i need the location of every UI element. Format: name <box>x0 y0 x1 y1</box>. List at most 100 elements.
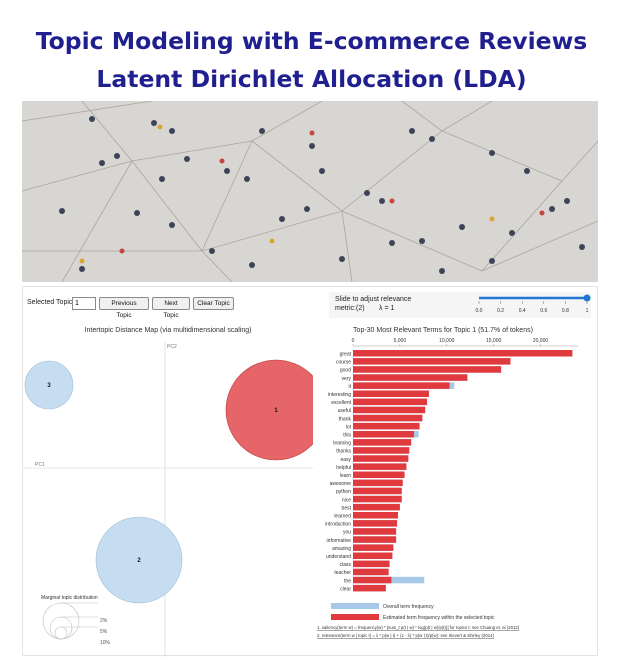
term-label[interactable]: helpful <box>336 465 351 471</box>
marginal-label-3: 10% <box>100 640 111 646</box>
term-label[interactable]: learn <box>340 473 351 479</box>
clear-topic-button[interactable]: Clear Topic <box>193 297 234 310</box>
marginal-legend <box>42 602 98 640</box>
term-label[interactable]: informative <box>327 538 352 544</box>
title-line-2: Latent Dirichlet Allocation (LDA) <box>96 65 527 93</box>
relevance-slider[interactable]: 0.0 0.2 0.4 0.6 0.8 1 <box>329 292 591 318</box>
term-label[interactable]: the <box>344 578 351 584</box>
bar-estimated[interactable] <box>353 422 420 430</box>
x-tick-label: 10,000 <box>439 338 455 344</box>
slider-label-1: Slide to adjust relevance <box>335 296 412 303</box>
marginal-title: Marginal topic distribution <box>41 595 98 601</box>
term-label[interactable]: python <box>336 489 351 495</box>
term-label[interactable]: class <box>340 562 352 568</box>
x-tick-label: 15,000 <box>486 338 502 344</box>
bar-estimated[interactable] <box>353 374 468 381</box>
slider-tick-label: 0.2 <box>497 308 504 314</box>
bar-estimated[interactable] <box>353 536 397 543</box>
term-label[interactable]: introduction <box>325 522 351 528</box>
term-label[interactable]: great <box>340 352 352 358</box>
term-label[interactable]: interesting <box>328 392 351 398</box>
term-label[interactable]: this <box>343 433 351 439</box>
bar-estimated[interactable] <box>353 431 414 438</box>
slider-tick-label: 1 <box>586 308 589 314</box>
term-label[interactable]: understand <box>326 554 351 560</box>
term-label[interactable]: amazing <box>332 546 351 552</box>
topic-bubble-1-label: 1 <box>274 408 278 414</box>
topic-bubble-3[interactable] <box>24 360 74 410</box>
bar-estimated[interactable] <box>353 503 400 511</box>
slider-label-2: metric:(2) <box>335 305 365 312</box>
term-label[interactable]: good <box>340 368 351 374</box>
term-label[interactable]: awesome <box>330 481 352 487</box>
topic-bubble-1[interactable] <box>225 359 313 461</box>
footnote-2[interactable]: 2. relevance(term w | topic t) = λ * p(w… <box>317 633 495 638</box>
term-label[interactable]: it <box>349 384 352 390</box>
selected-topic-input[interactable]: 1 <box>72 297 96 310</box>
bar-estimated[interactable] <box>353 495 402 503</box>
bar-estimated[interactable] <box>353 455 409 462</box>
bar-estimated[interactable] <box>353 463 407 470</box>
term-label[interactable]: excellent <box>331 400 351 406</box>
slider-tick-label: 0.8 <box>562 308 569 314</box>
bar-estimated[interactable] <box>353 552 393 560</box>
term-label[interactable]: nice <box>342 497 351 503</box>
crowd-photo-icon <box>22 101 598 282</box>
term-label[interactable]: learning <box>333 441 351 447</box>
bar-estimated[interactable] <box>353 584 386 592</box>
page-title: Topic Modeling with E-commerce Reviews L… <box>0 22 623 98</box>
next-topic-button[interactable]: Next Topic <box>152 297 190 319</box>
bar-estimated[interactable] <box>353 447 410 454</box>
bar-estimated[interactable] <box>353 544 394 551</box>
bar-estimated[interactable] <box>353 568 389 576</box>
bar-estimated[interactable] <box>353 512 398 519</box>
bar-estimated[interactable] <box>353 406 426 414</box>
term-label[interactable]: very <box>342 376 352 382</box>
bar-estimated[interactable] <box>353 576 392 584</box>
chart-title: Top-30 Most Relevant Terms for Topic 1 (… <box>353 327 533 334</box>
slider-handle[interactable] <box>583 294 591 302</box>
marginal-label-1: 2% <box>100 618 108 624</box>
term-label[interactable]: clear <box>340 586 351 592</box>
selected-topic-label: Selected Topic: <box>27 299 75 306</box>
pc1-label: PC1 <box>35 462 45 468</box>
term-label[interactable]: thank <box>339 416 352 422</box>
legend-overall: Overall term frequency <box>383 604 434 610</box>
bar-estimated[interactable] <box>353 439 412 446</box>
slider-tick-label: 0.6 <box>540 308 547 314</box>
bar-estimated[interactable] <box>353 350 573 357</box>
term-label[interactable]: learned <box>334 514 351 520</box>
bar-estimated[interactable] <box>353 414 423 422</box>
previous-topic-button[interactable]: Previous Topic <box>99 297 149 319</box>
term-label[interactable]: useful <box>338 408 351 414</box>
bar-estimated[interactable] <box>353 390 429 398</box>
bar-estimated[interactable] <box>353 366 502 373</box>
bar-estimated[interactable] <box>353 520 398 527</box>
term-label[interactable]: thanks <box>336 449 351 455</box>
footnote-1[interactable]: 1. saliency(term w) = frequency(w) * [su… <box>317 625 520 630</box>
bar-estimated[interactable] <box>353 487 402 495</box>
bar-estimated[interactable] <box>353 398 428 406</box>
term-label[interactable]: teacher <box>334 570 351 576</box>
term-label[interactable]: course <box>336 360 351 366</box>
lambda-label: λ = 1 <box>379 305 395 312</box>
topic-bubble-2[interactable] <box>95 516 183 604</box>
legend-estimated: Estimated term frequency within the sele… <box>383 615 495 621</box>
slider-tick-label: 0.0 <box>476 308 483 314</box>
bar-estimated[interactable] <box>353 358 511 365</box>
bar-estimated[interactable] <box>353 560 390 568</box>
term-label[interactable]: easy <box>340 457 351 463</box>
bar-estimated[interactable] <box>353 382 450 389</box>
term-label[interactable]: lot <box>346 424 352 430</box>
marginal-label-2: 5% <box>100 629 108 635</box>
bar-estimated[interactable] <box>353 528 397 535</box>
bar-estimated[interactable] <box>353 471 405 479</box>
relevant-terms-chart: Top-30 Most Relevant Terms for Topic 1 (… <box>317 327 578 638</box>
term-label[interactable]: best <box>342 505 352 511</box>
bar-estimated[interactable] <box>353 479 403 487</box>
x-tick-label: 5,000 <box>394 338 407 344</box>
relevance-slider-box: Slide to adjust relevance metric:(2) λ =… <box>329 292 591 318</box>
pc2-label: PC2 <box>167 344 177 350</box>
intertopic-distance-map: Intertopic Distance Map (via multidimens… <box>23 327 313 657</box>
term-label[interactable]: you <box>343 530 351 536</box>
